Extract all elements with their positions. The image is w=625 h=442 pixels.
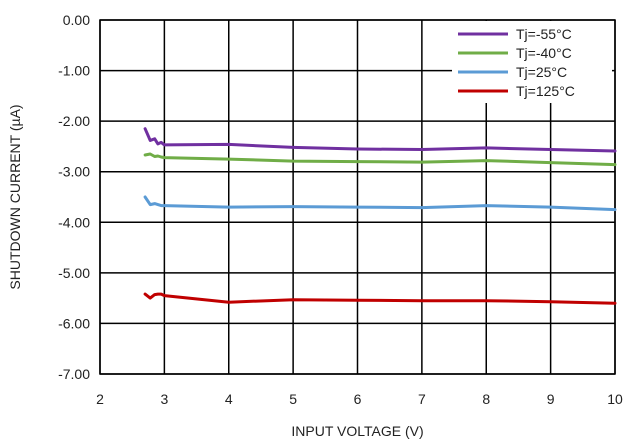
y-tick-label: -2.00: [58, 113, 90, 129]
y-tick-label: -6.00: [58, 315, 90, 331]
y-tick-label: -4.00: [58, 214, 90, 230]
x-axis-title: INPUT VOLTAGE (V): [291, 423, 423, 439]
x-tick-label: 10: [607, 391, 623, 407]
series-line: [143, 292, 617, 305]
legend-label: Tj=-55°C: [516, 26, 572, 42]
x-tick-label: 9: [547, 391, 555, 407]
x-tick-label: 5: [289, 391, 297, 407]
x-tick-label: 3: [160, 391, 168, 407]
legend-label: Tj=125°C: [516, 83, 575, 99]
x-tick-label: 6: [354, 391, 362, 407]
legend: Tj=-55°C Tj=-40°C Tj=25°C Tj=125°C: [452, 21, 612, 103]
x-tick-label: 7: [418, 391, 426, 407]
y-tick-label: -5.00: [58, 265, 90, 281]
series-lines: [143, 127, 617, 305]
x-tick-label: 4: [225, 391, 233, 407]
y-tick-label: 0.00: [63, 12, 90, 28]
x-tick-label: 2: [96, 391, 104, 407]
y-tick-label: -3.00: [58, 164, 90, 180]
y-axis-title: SHUTDOWN CURRENT (µA): [7, 104, 23, 289]
tick-labels: 2 3 4 5 6 7 8 9 10 0.00 -1.00 -2.00 -3.00 -4.00 -5.00 -…: [58, 12, 623, 407]
y-tick-label: -1.00: [58, 63, 90, 79]
series-line: [143, 152, 617, 167]
legend-label: Tj=-40°C: [516, 45, 572, 61]
plot-area-frame: [99, 19, 616, 375]
series-line: [143, 195, 617, 212]
y-tick-label: -7.00: [58, 366, 90, 382]
x-tick-label: 8: [482, 391, 490, 407]
legend-label: Tj=25°C: [516, 64, 567, 80]
series-line: [143, 127, 617, 153]
